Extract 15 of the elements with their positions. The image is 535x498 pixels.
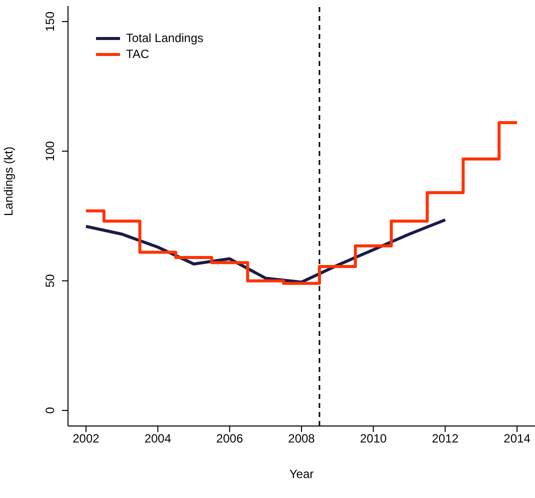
x-tick-label: 2006	[216, 432, 244, 446]
legend-label: Total Landings	[126, 31, 204, 45]
y-tick-label: 100	[43, 140, 57, 162]
y-tick-label: 150	[43, 11, 57, 32]
y-axis-title: Landings (kt)	[1, 146, 16, 216]
y-tick-label: 0	[43, 406, 57, 414]
y-tick-label: 50	[43, 274, 57, 288]
legend-label: TAC	[126, 47, 150, 61]
x-tick-label: 2014	[504, 432, 531, 446]
x-tick-label: 2012	[432, 432, 459, 446]
x-axis-title: Year	[289, 467, 314, 481]
x-tick-label: 2002	[72, 432, 100, 446]
x-tick-label: 2004	[144, 432, 172, 446]
x-tick-label: 2010	[360, 432, 388, 446]
x-tick-label: 2008	[288, 432, 316, 446]
